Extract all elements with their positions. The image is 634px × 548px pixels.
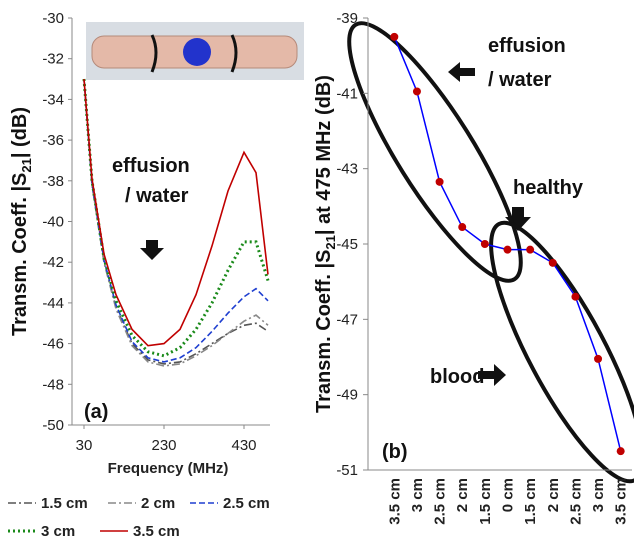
y-axis-label: Transm. Coeff. |S21| at 475 MHz (dB) [313, 75, 338, 413]
series-line [82, 78, 270, 358]
annotation: / water [488, 69, 552, 91]
x-tick-label: 2 cm [454, 478, 471, 512]
y-tick-label: -40 [42, 214, 64, 231]
panel-label: (a) [84, 401, 108, 423]
x-axis-label: Frequency (MHz) [108, 460, 229, 477]
x-tick-label: 3 cm [590, 478, 607, 512]
series-line [83, 78, 269, 347]
series-line [393, 36, 622, 452]
annotation: effusion [488, 35, 566, 57]
legend-label: 2 cm [141, 495, 175, 512]
y-tick-label: -42 [42, 254, 64, 271]
data-point [526, 245, 535, 254]
legend-label: 3 cm [41, 523, 75, 540]
y-tick-label: -34 [42, 91, 64, 108]
arrow [505, 207, 531, 231]
arrow [478, 364, 506, 386]
y-tick-label: -41 [336, 85, 358, 102]
y-tick-label: -44 [42, 295, 64, 312]
annotation: blood [430, 366, 484, 388]
y-tick-label: -48 [42, 376, 64, 393]
data-point [480, 240, 489, 248]
y-tick-label: -36 [42, 132, 64, 149]
coil [150, 34, 158, 73]
inset-image [86, 22, 304, 80]
y-label-part: | (dB) [9, 107, 31, 158]
x-tick-label: 30 [76, 437, 93, 454]
x-tick-label: 3.5 cm [386, 478, 403, 525]
y-tick-label: -46 [42, 336, 64, 353]
x-tick-label: 1.5 cm [522, 478, 539, 525]
x-tick-label: 2.5 cm [567, 478, 584, 525]
data-point [458, 223, 467, 232]
y-label-part: | at 475 MHz (dB) [313, 75, 335, 235]
data-point [412, 87, 421, 96]
annotation: effusion [112, 155, 190, 177]
y-label-sub: 21 [19, 158, 34, 172]
legend-label: 2.5 cm [223, 495, 270, 512]
x-tick-label: 2 cm [545, 478, 562, 512]
data-point [594, 354, 603, 363]
x-tick-label: 3.5 cm [613, 478, 630, 525]
data-point [616, 447, 625, 456]
sphere [183, 38, 211, 66]
y-tick-label: -43 [336, 161, 358, 178]
data-point [571, 292, 580, 301]
x-tick-label: 3 cm [409, 478, 426, 512]
legend-label: 1.5 cm [41, 495, 88, 512]
y-tick-label: -49 [336, 387, 358, 404]
x-tick-label: 230 [151, 437, 176, 454]
annotation: healthy [513, 177, 584, 199]
coil [230, 34, 238, 73]
data-point [390, 32, 399, 41]
x-tick-label: 1.5 cm [477, 478, 494, 525]
series-line [83, 78, 269, 367]
series-line [83, 78, 269, 363]
y-tick-label: -47 [336, 311, 358, 328]
y-tick-label: -39 [336, 10, 358, 27]
y-axis-label: Transm. Coeff. |S21| (dB) [9, 107, 34, 336]
series-line [83, 78, 269, 365]
y-tick-label: -45 [336, 236, 358, 253]
legend-label: 3.5 cm [133, 523, 180, 540]
x-tick-label: 0 cm [500, 478, 517, 512]
group-ellipse [489, 220, 634, 484]
arrow [448, 62, 475, 82]
group-ellipse [347, 21, 523, 283]
data-point [435, 177, 444, 186]
data-point [503, 245, 512, 254]
y-tick-label: -50 [42, 417, 64, 434]
y-tick-label: -38 [42, 173, 64, 190]
x-tick-label: 2.5 cm [432, 478, 449, 525]
y-label-part: Transm. Coeff. |S [313, 250, 335, 413]
y-tick-label: -51 [336, 462, 358, 479]
data-point [548, 258, 557, 267]
y-label-sub: 21 [323, 235, 338, 249]
arrow [140, 240, 164, 260]
y-label-part: Transm. Coeff. |S [9, 173, 31, 336]
y-tick-label: -32 [42, 51, 64, 68]
panel-label: (b) [382, 441, 408, 463]
x-tick-label: 430 [231, 437, 256, 454]
y-tick-label: -30 [42, 10, 64, 27]
annotation: / water [125, 185, 189, 207]
